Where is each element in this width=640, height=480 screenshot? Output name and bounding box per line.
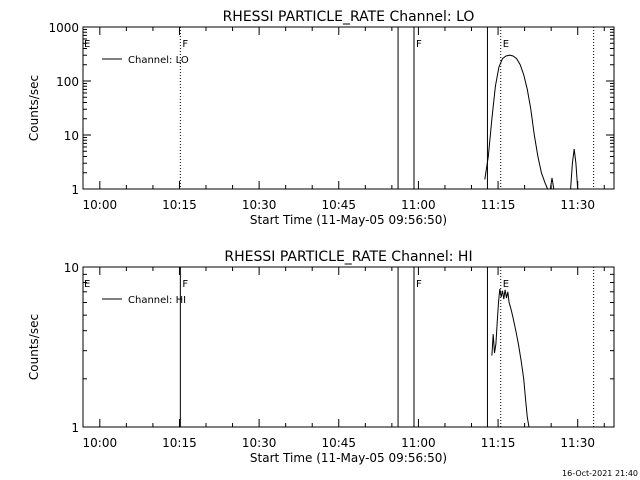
y-tick-label: 1 bbox=[71, 183, 79, 197]
x-tick-label: 10:15 bbox=[162, 436, 197, 450]
x-tick-label: 11:00 bbox=[401, 198, 436, 212]
data-series-line bbox=[491, 288, 530, 428]
x-tick-label: 10:45 bbox=[321, 198, 356, 212]
hi-channel-panel: RHESSI PARTICLE_RATE Channel: HI Counts/s… bbox=[27, 249, 615, 465]
event-marker-label: F bbox=[182, 39, 188, 50]
x-tick-label: 10:30 bbox=[242, 198, 277, 212]
event-marker-label: F bbox=[416, 39, 422, 50]
x-tick-label: 10:00 bbox=[83, 436, 118, 450]
legend-label: Channel: LO bbox=[128, 55, 189, 66]
x-tick-label: 11:30 bbox=[560, 436, 595, 450]
x-tick-label: 11:00 bbox=[401, 436, 436, 450]
generation-timestamp: 16-Oct-2021 21:40 bbox=[562, 469, 638, 478]
plot-frame bbox=[82, 26, 615, 190]
left-edge-marker-label: E bbox=[84, 279, 90, 290]
event-marker-label: E bbox=[503, 279, 509, 290]
y-axis-label: Counts/sec bbox=[27, 314, 41, 380]
y-tick-label: 1000 bbox=[48, 21, 79, 35]
x-tick-label: 10:45 bbox=[321, 436, 356, 450]
x-tick-label: 10:30 bbox=[242, 436, 277, 450]
lo-channel-panel: RHESSI PARTICLE_RATE Channel: LO Counts/s… bbox=[27, 9, 615, 227]
left-edge-marker-label: E bbox=[84, 39, 90, 50]
data-series-line bbox=[549, 177, 555, 190]
x-tick-label: 11:15 bbox=[481, 436, 516, 450]
chart-title: RHESSI PARTICLE_RATE Channel: LO bbox=[223, 9, 475, 25]
x-tick-label: 11:15 bbox=[481, 198, 516, 212]
x-axis-label: Start Time (11-May-05 09:56:50) bbox=[250, 213, 447, 227]
x-axis-label: Start Time (11-May-05 09:56:50) bbox=[250, 451, 447, 465]
x-tick-label: 10:00 bbox=[83, 198, 118, 212]
y-axis-label: Counts/sec bbox=[27, 75, 41, 141]
y-tick-label: 10 bbox=[64, 261, 79, 275]
legend-label: Channel: HI bbox=[128, 295, 186, 306]
chart-title: RHESSI PARTICLE_RATE Channel: HI bbox=[224, 249, 472, 265]
data-series-line bbox=[484, 54, 549, 190]
event-marker-label: E bbox=[503, 39, 509, 50]
x-tick-label: 10:15 bbox=[162, 198, 197, 212]
event-marker-label: F bbox=[416, 279, 422, 290]
y-tick-label: 10 bbox=[64, 129, 79, 143]
event-marker-label: F bbox=[182, 279, 188, 290]
y-tick-label: 1 bbox=[71, 421, 79, 435]
x-tick-label: 11:30 bbox=[560, 198, 595, 212]
plot-frame bbox=[82, 266, 615, 428]
y-tick-label: 100 bbox=[56, 75, 79, 89]
data-series-line bbox=[570, 148, 579, 190]
